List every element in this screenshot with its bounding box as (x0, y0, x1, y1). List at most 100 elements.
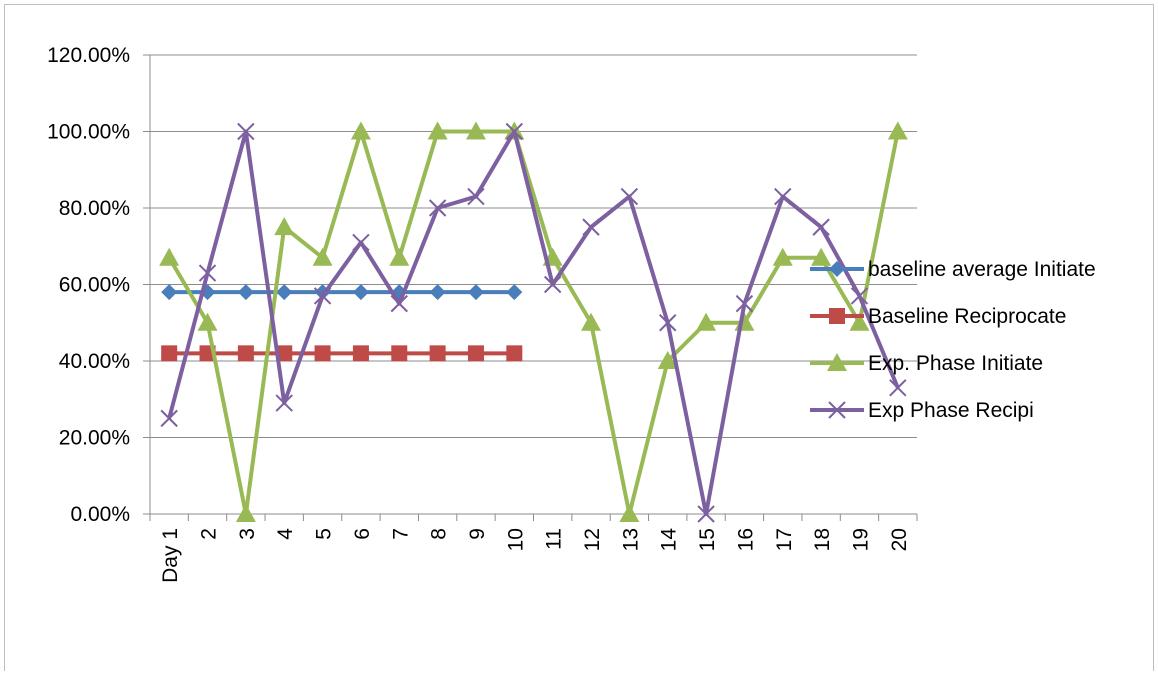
triangle-marker (657, 351, 678, 369)
x-marker (582, 218, 600, 236)
x-marker-stroke (850, 287, 869, 305)
x-marker-stroke (697, 505, 715, 523)
series-group (159, 121, 908, 523)
x-tick-label: 17 (773, 528, 796, 551)
x-marker (828, 401, 846, 419)
x-tick-label: 8 (428, 528, 451, 540)
x-tick-label: 20 (888, 528, 911, 551)
diamond-marker (506, 284, 523, 301)
y-tick-label: 100.00% (47, 121, 130, 144)
x-tick-label: 6 (351, 528, 374, 540)
square-marker (829, 308, 845, 324)
x-marker-stroke (428, 199, 447, 217)
x-marker-stroke (812, 218, 830, 236)
axes (143, 54, 918, 521)
triangle-marker (581, 312, 602, 331)
triangle-marker (389, 247, 410, 266)
x-tick-label: 19 (849, 528, 872, 551)
square-marker (161, 345, 178, 362)
legend-label: Exp. Phase Initiate (868, 352, 1043, 375)
x-marker-stroke (313, 287, 332, 305)
series-3 (159, 121, 908, 522)
x-tick-label: 12 (581, 528, 604, 551)
x-marker-stroke (620, 187, 639, 206)
y-axis-ticks: 0.00% 20.00% 40.00% 60.00% 80.00% 100.00% 120.… (47, 44, 130, 526)
triangle-marker (427, 121, 448, 140)
square-marker (352, 345, 369, 362)
triangle-marker (197, 312, 218, 331)
x-tick-label: 14 (658, 528, 681, 552)
x-marker (505, 122, 524, 141)
diamond-marker (352, 284, 369, 301)
y-tick-label: 120.00% (47, 44, 130, 67)
x-marker (659, 314, 677, 332)
x-marker (735, 294, 754, 313)
diamond-marker (276, 284, 293, 301)
x-tick-label: 9 (466, 528, 489, 540)
x-marker (160, 409, 178, 428)
x-marker (275, 394, 293, 412)
y-tick-label: 20.00% (59, 427, 130, 450)
y-tick-label: 0.00% (70, 503, 130, 526)
x-marker-stroke (198, 264, 217, 282)
triangle-marker (159, 247, 180, 266)
y-tick-label: 40.00% (59, 350, 130, 373)
triangle-marker (465, 121, 486, 140)
x-marker-stroke (237, 122, 255, 141)
x-axis-ticks: Day 1 2 3 4 5 6 7 8 9 10 11 12 13 14 15 16 17 18 19 20 (159, 528, 911, 583)
x-marker-stroke (505, 122, 524, 141)
x-marker-stroke (774, 187, 792, 206)
x-tick-label: 10 (504, 528, 527, 551)
series-4 (160, 122, 907, 523)
y-tick-label: 60.00% (59, 274, 130, 297)
x-marker-stroke (390, 294, 408, 313)
diamond-marker (237, 284, 254, 301)
triangle-marker (350, 121, 371, 140)
diamond-marker (161, 284, 178, 301)
x-tick-label: 5 (313, 528, 336, 540)
square-marker (467, 345, 484, 362)
x-tick-label: 7 (389, 528, 412, 540)
x-marker-stroke (352, 233, 370, 252)
x-marker (467, 187, 485, 206)
legend-item: Exp Phase Recipi (810, 399, 1034, 422)
x-marker (543, 275, 562, 294)
x-marker (697, 505, 715, 523)
x-marker (313, 287, 332, 305)
triangle-marker (772, 247, 793, 266)
legend-label: baseline average Initiate (868, 258, 1096, 281)
x-tick-label: 2 (198, 528, 221, 540)
x-marker-stroke (735, 294, 754, 313)
x-marker (850, 287, 869, 305)
x-marker-stroke (582, 218, 600, 236)
x-marker-stroke (275, 394, 293, 412)
x-tick-label: 3 (236, 528, 259, 540)
x-marker (198, 264, 217, 282)
diamond-marker (467, 284, 484, 301)
legend-label: Baseline Reciprocate (868, 305, 1066, 328)
triangle-marker (312, 247, 333, 266)
triangle-marker (619, 504, 640, 522)
x-marker-stroke (160, 409, 178, 428)
x-marker (352, 233, 370, 252)
triangle-marker (811, 247, 832, 266)
square-marker (237, 345, 254, 362)
diamond-marker (829, 261, 845, 277)
x-marker-stroke (659, 314, 677, 332)
legend-item: Exp. Phase Initiate (810, 352, 1043, 375)
series-line (167, 129, 900, 516)
x-marker (620, 187, 639, 206)
series-2 (161, 345, 523, 362)
x-marker (390, 294, 408, 313)
legend-label: Exp Phase Recipi (868, 399, 1034, 422)
square-marker (391, 345, 408, 362)
triangle-marker (274, 217, 295, 236)
diamond-marker (429, 284, 446, 301)
x-tick-label: 16 (734, 528, 757, 551)
chart-frame (4, 4, 1154, 671)
x-marker (237, 122, 255, 141)
triangle-marker (827, 353, 847, 371)
square-marker (314, 345, 331, 362)
square-marker (506, 345, 523, 362)
